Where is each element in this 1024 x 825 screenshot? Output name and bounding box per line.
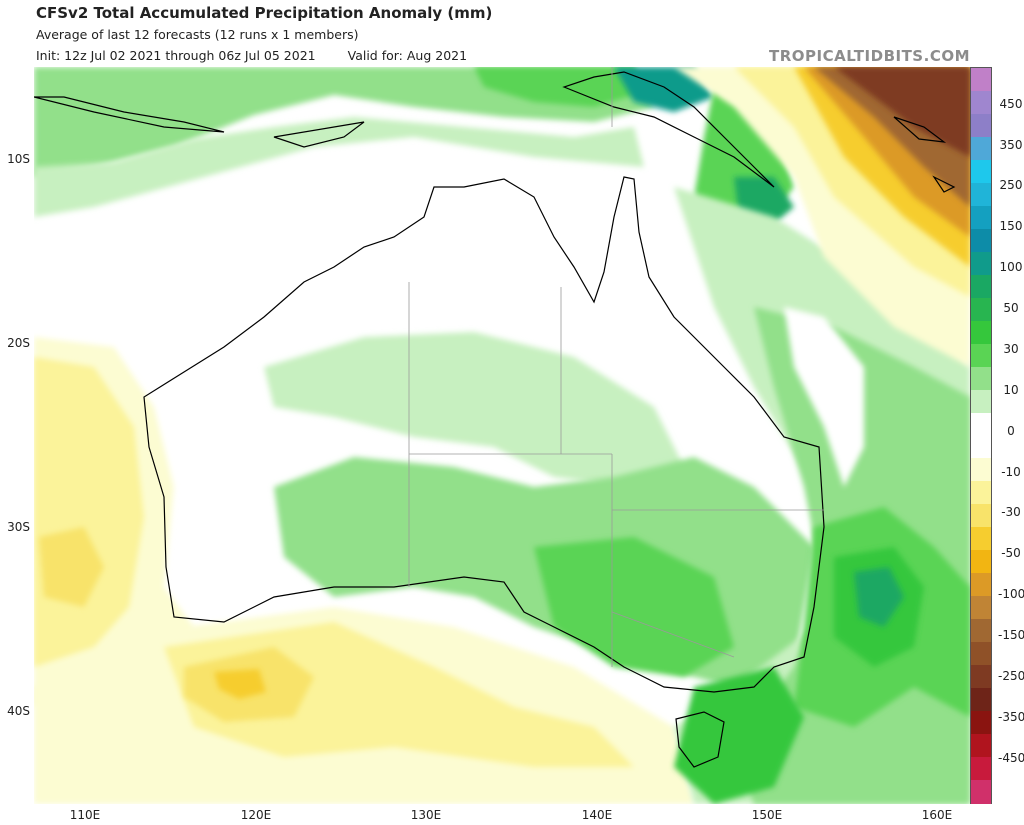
- lon-label: 110E: [69, 808, 101, 822]
- colorbar-tick-label: -30: [1001, 505, 1021, 519]
- wet-field-interior-light: [264, 332, 684, 487]
- lon-label: 120E: [240, 808, 272, 822]
- colorbar-swatch: [971, 573, 991, 597]
- colorbar-tick-label: 50: [1003, 301, 1019, 315]
- colorbar-swatch: [971, 113, 991, 138]
- wet-field-north-strong: [474, 67, 644, 107]
- colorbar-swatch: [971, 642, 991, 666]
- colorbar-swatch: [971, 711, 991, 735]
- colorbar-swatch: [971, 274, 991, 299]
- colorbar-tick-label: 10: [1003, 383, 1019, 397]
- colorbar-swatch: [971, 596, 991, 620]
- lat-label: 30S: [7, 520, 30, 534]
- anomaly-fields: [34, 67, 970, 804]
- colorbar-swatch: [971, 619, 991, 643]
- colorbar-tick-label: 150: [999, 219, 1023, 233]
- colorbar-tick-label: 450: [999, 97, 1023, 111]
- colorbar-tick-label: -350: [998, 710, 1024, 724]
- state-borders: [408, 67, 824, 667]
- lon-label: 130E: [410, 808, 442, 822]
- colorbar-swatch: [971, 688, 991, 712]
- lat-label: 40S: [7, 704, 30, 718]
- lon-label: 140E: [581, 808, 613, 822]
- colorbar-tick-label: -250: [998, 669, 1024, 683]
- java-coastline: [34, 96, 225, 133]
- wet-field-bass-heavy: [674, 667, 804, 804]
- colorbar-tick-label: -450: [998, 751, 1024, 765]
- wet-field-north-light: [34, 117, 644, 217]
- brand-watermark: TROPICALTIDBITS.COM: [769, 47, 970, 65]
- colorbar-swatch: [971, 550, 991, 574]
- lon-label: 150E: [751, 808, 783, 822]
- colorbar-swatch: [971, 435, 991, 459]
- colorbar-swatch: [971, 481, 991, 505]
- page-title: CFSv2 Total Accumulated Precipitation An…: [36, 4, 493, 22]
- lat-label: 10S: [7, 152, 30, 166]
- tasmania-coastline: [675, 711, 725, 768]
- australia-coastline: [143, 176, 825, 693]
- colorbar-swatch: [971, 366, 991, 391]
- colorbar-tick-label: 250: [999, 178, 1023, 192]
- colorbar-swatch: [971, 90, 991, 115]
- colorbar-swatch: [971, 504, 991, 528]
- dry-field-south-heavy: [214, 669, 266, 699]
- colorbar-tick-label: -50: [1001, 546, 1021, 560]
- precip-anomaly-map: [34, 67, 970, 804]
- colorbar-swatch: [971, 527, 991, 551]
- wet-field-north-band: [34, 67, 654, 177]
- neutral-field-tasman-gap: [784, 307, 864, 487]
- colorbar-swatch: [971, 297, 991, 322]
- colorbar-legend: [970, 67, 992, 804]
- dry-field-northeast-darkbrown: [834, 67, 970, 157]
- colorbar-swatch: [971, 159, 991, 184]
- colorbar-swatch: [971, 136, 991, 161]
- colorbar-tick-label: -150: [998, 628, 1024, 642]
- colorbar-tick-label: -100: [998, 587, 1024, 601]
- colorbar-swatch: [971, 68, 991, 92]
- colorbar-swatch: [971, 205, 991, 230]
- colorbar-swatch: [971, 343, 991, 368]
- colorbar-tick-label: 350: [999, 138, 1023, 152]
- vic-nsw-border: [611, 611, 735, 658]
- colorbar-swatch: [971, 458, 991, 482]
- colorbar-swatch: [971, 665, 991, 689]
- colorbar-tick-label: 0: [1007, 424, 1015, 438]
- init-text: Init: 12z Jul 02 2021 through 06z Jul 05…: [36, 48, 316, 63]
- valid-text: Valid for: Aug 2021: [347, 48, 468, 63]
- timor-coastline: [273, 121, 365, 148]
- colorbar-swatch: [971, 320, 991, 345]
- colorbar-tick-label: -10: [1001, 465, 1021, 479]
- wet-field-tasman-deep: [854, 567, 904, 627]
- colorbar-swatch: [971, 757, 991, 781]
- colorbar-swatch: [971, 389, 991, 414]
- colorbar-swatch: [971, 780, 991, 804]
- colorbar-tick-label: 100: [999, 260, 1023, 274]
- solomon-islands-coastline: [893, 116, 956, 193]
- colorbar-tick-label: 30: [1003, 342, 1019, 356]
- dry-field-west-strong: [39, 527, 104, 607]
- subtitle: Average of last 12 forecasts (12 runs x …: [36, 27, 359, 42]
- lon-label: 160E: [921, 808, 953, 822]
- coastlines: [34, 71, 956, 768]
- colorbar-swatch: [971, 228, 991, 253]
- colorbar-swatch: [971, 412, 991, 436]
- colorbar-swatch: [971, 251, 991, 276]
- new-guinea-coastline: [562, 71, 775, 188]
- init-valid-line: Init: 12z Jul 02 2021 through 06z Jul 05…: [36, 48, 467, 63]
- colorbar-swatch: [971, 734, 991, 758]
- colorbar-swatch: [971, 182, 991, 207]
- lat-label: 20S: [7, 336, 30, 350]
